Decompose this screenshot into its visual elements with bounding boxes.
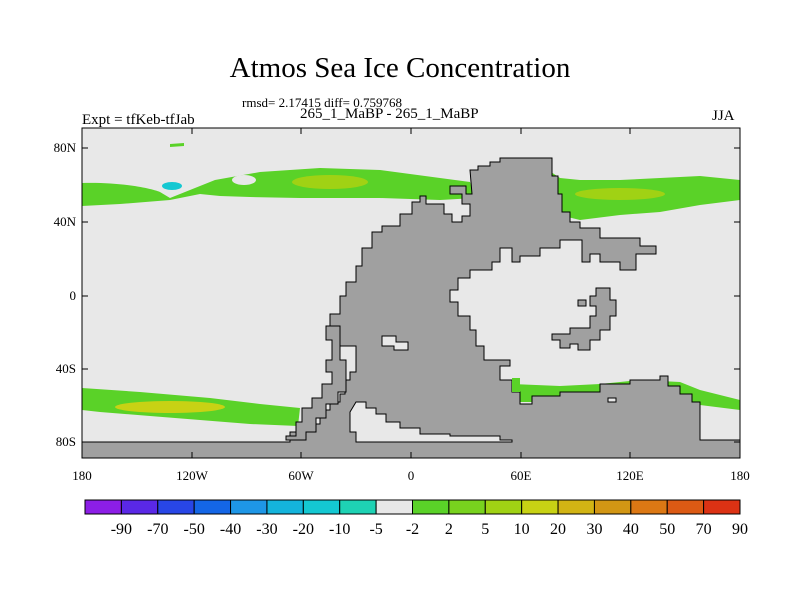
colorbar-label: 20 <box>550 521 566 538</box>
colorbar-swatch <box>120 499 159 515</box>
lat-tick-label: 80N <box>54 140 77 155</box>
colorbar-swatch <box>593 499 632 515</box>
colorbar-label: 40 <box>623 521 639 538</box>
colorbar-label: -5 <box>369 521 382 538</box>
colorbar-label: 30 <box>586 521 602 538</box>
colorbar-swatch <box>375 499 414 515</box>
colorbar-swatch <box>302 499 341 515</box>
colorbar-label: -20 <box>293 521 314 538</box>
lon-tick-label: 180 <box>730 468 750 483</box>
colorbar-swatch <box>339 499 377 515</box>
colorbar-label: -50 <box>184 521 205 538</box>
colorbar-swatch <box>412 499 450 515</box>
coastal-ice-patch <box>512 378 520 392</box>
lon-tick-label: 60E <box>511 468 532 483</box>
rmsd-diff-stats: rmsd= 2.17415 diff= 0.759768 <box>242 95 402 110</box>
experiment-label: Expt = tfKeb-tfJab <box>82 112 195 128</box>
colorbar-swatch <box>703 499 741 515</box>
colorbar-label: -40 <box>220 521 241 538</box>
colorbar-swatch <box>557 499 595 515</box>
colorbar-swatch <box>484 499 523 515</box>
lat-tick-label: 0 <box>70 288 77 303</box>
colorbar-label: -30 <box>256 521 277 538</box>
colorbar-label: 70 <box>696 521 712 538</box>
lat-tick-label: 40S <box>56 361 76 376</box>
colorbar-swatch <box>157 499 195 515</box>
colorbar: -90 -70 -50 -40 -30 -20 -10 -5 -2 2 5 10 20 30 40 50 70 9… <box>84 499 748 538</box>
run-comparison-label: 265_1_MaBP - 265_1_MaBP <box>300 106 479 122</box>
lon-tick-label: 180 <box>72 468 92 483</box>
lat-tick-label: 40N <box>54 214 77 229</box>
colorbar-swatch <box>84 499 122 515</box>
lon-tick-label: 60W <box>288 468 314 483</box>
lon-tick-label: 120W <box>176 468 209 483</box>
colorbar-swatch <box>630 499 668 515</box>
colorbar-label: -70 <box>147 521 168 538</box>
land-mass <box>81 157 741 459</box>
colorbar-label: -10 <box>329 521 350 538</box>
colorbar-label: 50 <box>659 521 675 538</box>
colorbar-swatch <box>448 499 486 515</box>
colorbar-label: -90 <box>111 521 132 538</box>
colorbar-label: 90 <box>732 521 748 538</box>
plot-title: Atmos Sea Ice Concentration <box>229 52 571 84</box>
colorbar-label: 2 <box>445 521 453 538</box>
lat-axis <box>82 147 740 443</box>
lon-tick-label: 0 <box>408 468 415 483</box>
season-label: JJA <box>712 108 735 124</box>
inland-water <box>349 335 617 443</box>
lon-axis <box>81 128 741 458</box>
colorbar-swatch <box>230 499 268 515</box>
northern-ice-band <box>82 143 740 220</box>
lon-tick-label: 120E <box>616 468 644 483</box>
colorbar-swatch <box>666 499 705 515</box>
colorbar-swatch <box>521 499 559 515</box>
colorbar-swatch <box>266 499 304 515</box>
lat-tick-label: 80S <box>56 434 76 449</box>
colorbar-label: -2 <box>406 521 419 538</box>
colorbar-swatch <box>193 499 232 515</box>
colorbar-label: 5 <box>481 521 489 538</box>
colorbar-label: 10 <box>514 521 530 538</box>
